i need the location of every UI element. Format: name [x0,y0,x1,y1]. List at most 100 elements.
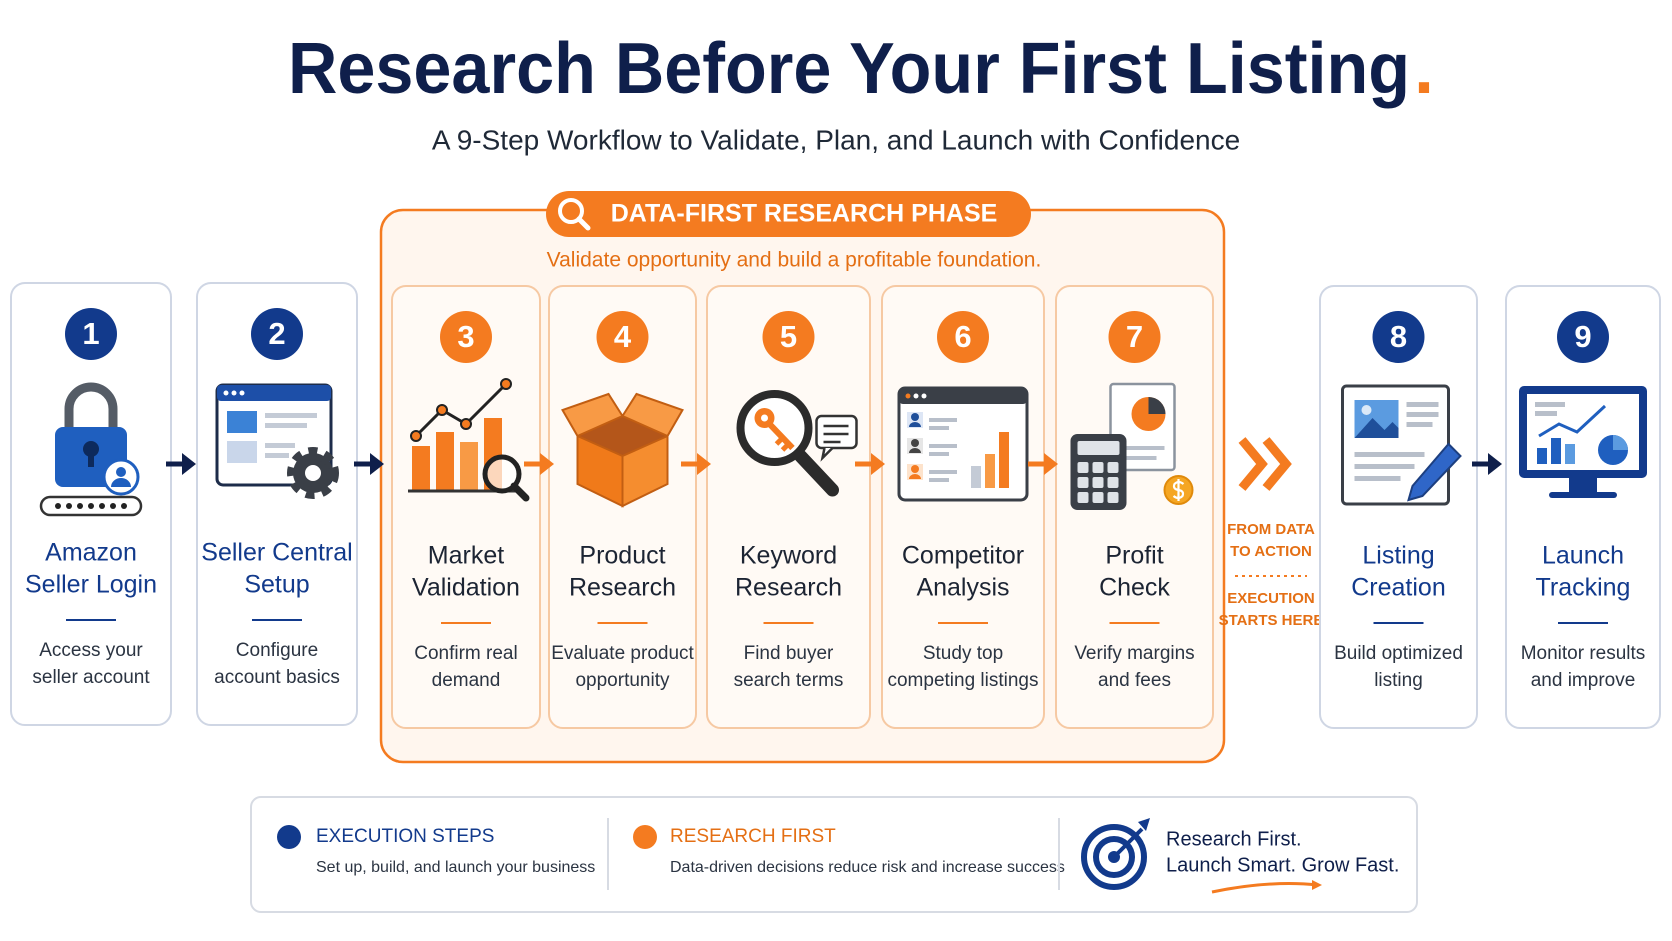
step-number: 9 [1574,319,1591,354]
step-title: Launch [1542,542,1624,570]
step-title: Listing [1362,542,1434,570]
transition-text: EXECUTION [1227,590,1315,607]
step-description: Verify margins [1074,643,1194,664]
step-title: Creation [1351,574,1446,602]
step-title: Check [1099,574,1170,602]
phase-pill [546,191,1031,237]
step-description: Evaluate product [551,643,694,664]
step-title: Seller Login [25,571,157,599]
flow-arrow [1472,453,1502,475]
step-icon [736,390,858,497]
step-title: Setup [244,571,309,599]
step-number: 4 [614,319,632,354]
arrow-head [871,453,885,475]
step-number-badge [251,308,303,360]
transition-text: FROM DATA [1227,521,1315,538]
step-number-badge [596,311,649,363]
step-title: Profit [1105,542,1163,570]
transition-text: STARTS HERE [1219,612,1324,629]
step-description: and improve [1531,670,1636,691]
step-title: Amazon [45,539,137,567]
flow-arrow [354,453,384,475]
step-number-badge [762,311,815,363]
step-title: Analysis [916,574,1009,602]
arrow-head [697,453,711,475]
flow-arrow [855,453,885,475]
arrow-head [1488,453,1502,475]
step-icon [215,383,339,499]
step-card: 7 Profit Check Verify margins and fees [1055,285,1214,729]
flow-arrow [524,453,554,475]
step-number: 6 [954,319,971,354]
legend-dot [633,825,657,849]
flow-arrow [166,453,196,475]
arrow-head [1044,453,1058,475]
step-card: 8 Listing Creation Build optimized listing [1319,285,1478,729]
step-title: Research [569,574,676,602]
title-mark: . [1414,29,1434,109]
step-description: Access your [39,640,143,661]
phase-description: Validate opportunity and build a profita… [547,249,1042,272]
step-description: Configure [236,640,318,661]
step-number-badge [440,311,492,363]
step-card: 1 Amazon Seller Login Access your seller ac… [10,282,172,726]
step-title: Tracking [1536,574,1631,602]
step-description: listing [1374,670,1423,691]
step-number: 3 [457,319,474,354]
subtitle: A 9-Step Workflow to Validate, Plan, and… [432,124,1240,155]
step-description: Find buyer [744,643,834,664]
legend-title: EXECUTION STEPS [316,826,494,847]
step-card: 4 Product Research Evaluate product opportu… [548,285,697,729]
step-title: Validation [412,574,520,602]
step-number: 7 [1126,319,1143,354]
step-icon [897,386,1029,502]
step-card: 2 Seller Central Setup Configure account ba… [196,282,358,726]
step-description: opportunity [575,670,670,691]
transition-text: TO ACTION [1230,543,1312,560]
step-description: demand [432,670,501,691]
arrow-head [370,453,384,475]
step-number: 2 [268,316,285,351]
step-description: and fees [1098,670,1171,691]
step-icon [39,382,143,517]
arrow-head [182,453,196,475]
card-box [391,285,541,729]
flow-arrow [681,453,711,475]
arrow-head [540,453,554,475]
step-number-badge [937,311,989,363]
tagline: Launch Smart. Grow Fast. [1166,854,1399,876]
step-title: Product [579,542,665,570]
legend-description: Data-driven decisions reduce risk and in… [670,859,1065,876]
step-icon [1341,384,1462,506]
step-number: 1 [82,316,99,351]
tagline-swoosh-head [1312,880,1322,890]
step-number-badge [1108,311,1161,363]
step-description: seller account [32,667,150,688]
step-number-badge [1557,311,1609,363]
step-icon [561,392,684,508]
transition-chevrons [1238,437,1292,491]
step-title: Competitor [902,542,1024,570]
step-icon [1070,382,1194,510]
step-description: Confirm real [414,643,517,664]
flow-arrow [1028,453,1058,475]
card-box [706,285,871,729]
legend-title: RESEARCH FIRST [670,826,836,847]
title: Research Before Your First Listing [288,29,1410,109]
step-number-badge [65,308,117,360]
step-card: 6 Competitor Analysis Study top competing l… [881,285,1045,729]
search-icon [558,198,591,231]
step-icon [408,378,530,502]
phase-label: DATA-FIRST RESEARCH PHASE [611,200,998,228]
step-title: Seller Central [201,539,352,567]
tagline-swoosh [1211,882,1319,894]
target-icon [1081,818,1150,890]
step-description: competing listings [887,670,1038,691]
step-title: Keyword [740,542,837,570]
tagline: Research First. [1166,828,1302,850]
step-description: Build optimized [1334,643,1463,664]
step-title: Research [735,574,842,602]
step-description: search terms [734,670,844,691]
